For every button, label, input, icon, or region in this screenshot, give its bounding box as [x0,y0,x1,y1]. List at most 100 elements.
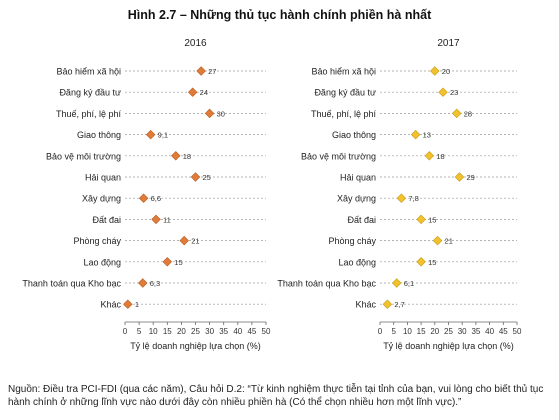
x-tick-label: 35 [471,327,480,336]
chart-2016: 2016 Bảo hiểm xã hội 27 Đăng ký đầu tư 24 Thu… [22,38,271,351]
data-label: 7,8 [408,194,418,203]
data-point [396,193,407,203]
x-tick-label: 5 [137,327,142,336]
category-label: Bảo hiểm xã hội [56,67,121,77]
category-label: Thanh toán qua Kho bạc [277,279,376,289]
data-label: 29 [466,173,474,182]
x-tick-label: 20 [177,327,186,336]
category-label: Khác [355,300,376,310]
x-tick-label: 15 [163,327,172,336]
category-label: Hải quan [85,173,121,183]
data-point [138,278,148,288]
data-label: 1 [135,300,139,309]
chart-2017: 2017 Bảo hiểm xã hội 20 Đăng ký đầu tư 23 Thu… [277,38,522,351]
data-label: 20 [442,67,450,76]
x-tick-label: 0 [123,327,128,336]
data-point [430,66,440,76]
category-label: Khác [100,300,121,310]
data-point [391,278,402,288]
x-tick-label: 10 [403,327,412,336]
data-point [438,87,448,97]
data-point [171,151,181,161]
x-tick-label: 50 [513,327,522,336]
category-label: Lao động [83,257,121,267]
category-label: Đăng ký đầu tư [59,88,121,98]
category-label: Xây dựng [337,194,376,204]
source-note: Nguồn: Điều tra PCI-FDI (qua các năm), C… [8,384,544,408]
data-point [410,129,421,140]
x-tick-label: 15 [417,327,426,336]
category-label: Xây dựng [82,194,121,204]
category-label: Hải quan [340,173,376,183]
category-label: Thuế, phí, lệ phí [56,109,122,119]
data-label: 15 [428,258,436,267]
data-point [151,214,161,225]
x-tick-label: 10 [149,327,158,336]
x-tick-label: 30 [205,327,214,336]
data-label: 6,1 [404,279,414,288]
data-label: 11 [163,215,171,224]
data-label: 18 [183,152,191,161]
data-point [162,257,173,267]
data-point [138,193,149,203]
data-point [187,87,198,97]
data-label: 24 [200,88,208,97]
chart-title: 2017 [437,38,460,49]
x-tick-label: 45 [499,327,508,336]
data-point [123,299,133,309]
data-point [190,172,201,182]
x-tick-label: 40 [485,327,494,336]
data-label: 21 [191,237,199,246]
x-tick-label: 0 [378,327,383,336]
x-axis-label: Tỷ lệ doanh nghiệp lựa chọn (%) [383,341,514,351]
data-label: 27 [208,67,216,76]
data-label: 6,6 [151,194,161,203]
data-label: 6,3 [150,279,160,288]
data-label: 23 [450,88,458,97]
data-label: 30 [217,109,225,118]
x-tick-label: 40 [233,327,242,336]
data-point [204,108,215,119]
x-tick-label: 25 [444,327,453,336]
data-label: 15 [428,215,436,224]
x-tick-label: 35 [219,327,228,336]
category-label: Thuế, phí, lệ phí [311,109,377,119]
category-label: Phòng cháy [73,236,121,246]
x-tick-label: 45 [247,327,256,336]
data-point [454,172,465,182]
data-label: 21 [445,237,453,246]
data-point [424,151,435,161]
category-label: Đất đai [347,215,376,225]
data-point [179,235,189,246]
data-label: 18 [436,152,444,161]
data-label: 15 [174,258,182,267]
category-label: Đăng ký đầu tư [314,88,376,98]
data-point [416,214,426,225]
category-label: Bảo hiểm xã hội [311,67,376,77]
data-point [451,108,462,119]
x-tick-label: 5 [391,327,396,336]
x-tick-label: 30 [458,327,467,336]
data-label: 13 [423,131,431,140]
data-label: 2,7 [394,300,404,309]
category-label: Giao thông [332,130,376,140]
category-label: Bảo vệ môi trường [301,151,376,161]
category-label: Lao động [338,257,376,267]
x-tick-label: 20 [430,327,439,336]
category-label: Đất đai [92,215,121,225]
x-tick-label: 25 [191,327,200,336]
data-point [432,235,443,246]
data-point [196,66,206,76]
data-label: 25 [203,173,211,182]
data-label: 9,1 [158,131,168,140]
category-label: Giao thông [77,130,121,140]
data-point [416,257,426,267]
data-label: 28 [464,109,472,118]
x-tick-label: 50 [262,327,271,336]
chart-title: 2016 [184,38,207,49]
category-label: Thanh toán qua Kho bạc [22,279,121,289]
x-axis-label: Tỷ lệ doanh nghiệp lựa chọn (%) [130,341,261,351]
data-point [382,299,393,309]
category-label: Phòng cháy [328,236,376,246]
